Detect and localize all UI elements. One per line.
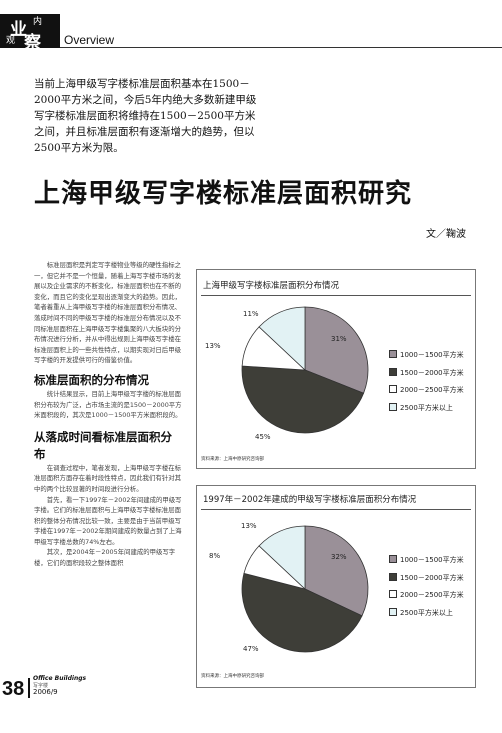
legend-swatch [389, 402, 397, 411]
issue-date: 2006/9 [33, 688, 58, 696]
legend-swatch [389, 572, 397, 581]
legend-item: 2000－2500平方米 [389, 587, 464, 605]
legend-item: 1000－1500平方米 [389, 552, 464, 570]
column-tag-english: Overview [64, 33, 115, 47]
pie-chart [241, 525, 369, 653]
page-number: 38 [2, 678, 25, 700]
legend-item: 2000－2500平方米 [389, 382, 464, 400]
author-byline: 文／鞠波 [426, 229, 466, 240]
body-paragraph: 在调查过程中，笔者发现，上海甲级写字楼在标准层面积方面存在着时段性特点，因此我们… [34, 463, 181, 493]
chart-box: 1997年－2002年建成的甲级写字楼标准层面积分布情况 32% 47% 8% … [196, 485, 476, 688]
chart-title: 上海甲级写字楼标准层面积分布情况 [203, 281, 340, 291]
body-paragraph: 其次，是2004年－2005年间建成的甲级写字楼，它们的面积段较之整体面积 [34, 548, 176, 568]
section-heading: 从落成时间看标准层面积分布 [34, 429, 172, 461]
chart-legend: 1000－1500平方米 1500－2000平方米 2000－2500平方米 2… [389, 552, 464, 622]
chart-title-rule [201, 509, 471, 510]
pie-slice [258, 525, 306, 590]
legend-item: 1000－1500平方米 [389, 347, 464, 365]
column-tag-char: 观 [6, 36, 16, 46]
pie-slice [241, 365, 365, 434]
body-column: 标准层面积是判定写字楼物业等级的硬性指标之一，但它并不是一个恒量，随着上海写字楼… [34, 260, 182, 569]
pie-slice [241, 572, 363, 653]
legend-swatch [389, 367, 397, 376]
legend-item: 2500平方米以上 [389, 400, 464, 418]
pie-slice [304, 306, 369, 394]
magazine-name: Office Buildings [33, 675, 87, 682]
legend-swatch [389, 555, 397, 563]
column-tag-char: 察 [24, 33, 41, 53]
article-title: 上海甲级写字楼标准层面积研究 [34, 179, 413, 209]
chart-title: 1997年－2002年建成的甲级写字楼标准层面积分布情况 [203, 495, 417, 505]
column-tag-char: 业 [10, 20, 27, 40]
body-paragraph: 首先，看一下1997年－2002年间建成的甲级写字楼。它们的标准层面积与上海甲级… [34, 495, 182, 546]
chart-source: 资料来源：上海中原研究咨询部 [201, 674, 264, 679]
slice-label: 11% [243, 310, 259, 318]
legend-item: 1500－2000平方米 [389, 570, 464, 588]
section-heading: 标准层面积的分布情况 [34, 372, 149, 387]
legend-swatch [389, 590, 397, 598]
legend-item: 1500－2000平方米 [389, 365, 464, 383]
slice-label: 13% [241, 522, 257, 530]
pie-slice [304, 525, 369, 617]
magazine-name-cn: 写字楼 [33, 683, 49, 689]
body-paragraph: 统计结果显示，目前上海甲级写字楼的标准层面积分布较为广泛，占市场主流的是1500… [34, 389, 182, 420]
slice-label: 45% [255, 433, 271, 441]
column-tag-char: 内 [33, 17, 43, 27]
legend-item: 2500平方米以上 [389, 605, 464, 623]
legend-swatch [389, 350, 397, 358]
pie-chart [241, 306, 369, 434]
slice-label: 31% [331, 335, 347, 343]
legend-swatch [389, 607, 397, 616]
legend-swatch [389, 385, 397, 393]
footer-rule [28, 678, 30, 698]
slice-label: 47% [243, 645, 259, 653]
slice-label: 32% [331, 553, 347, 561]
chart-source: 资料来源：上海中原研究咨询部 [201, 457, 264, 462]
chart-legend: 1000－1500平方米 1500－2000平方米 2000－2500平方米 2… [389, 347, 464, 417]
column-tag-block [0, 14, 60, 48]
chart-title-rule [201, 295, 471, 296]
intro-paragraph: 当前上海甲级写字楼标准层面积基本在1500－2000平方米之间，今后5年内绝大多… [34, 78, 257, 154]
chart-box: 上海甲级写字楼标准层面积分布情况 31% 45% 11% 13% 1000－15… [196, 269, 476, 469]
pie-slice [258, 306, 306, 371]
slice-label: 8% [209, 552, 221, 560]
slice-label: 13% [205, 342, 221, 350]
header-rule [60, 47, 502, 48]
body-paragraph: 标准层面积是判定写字楼物业等级的硬性指标之一，但它并不是一个恒量，随着上海写字楼… [34, 261, 181, 365]
